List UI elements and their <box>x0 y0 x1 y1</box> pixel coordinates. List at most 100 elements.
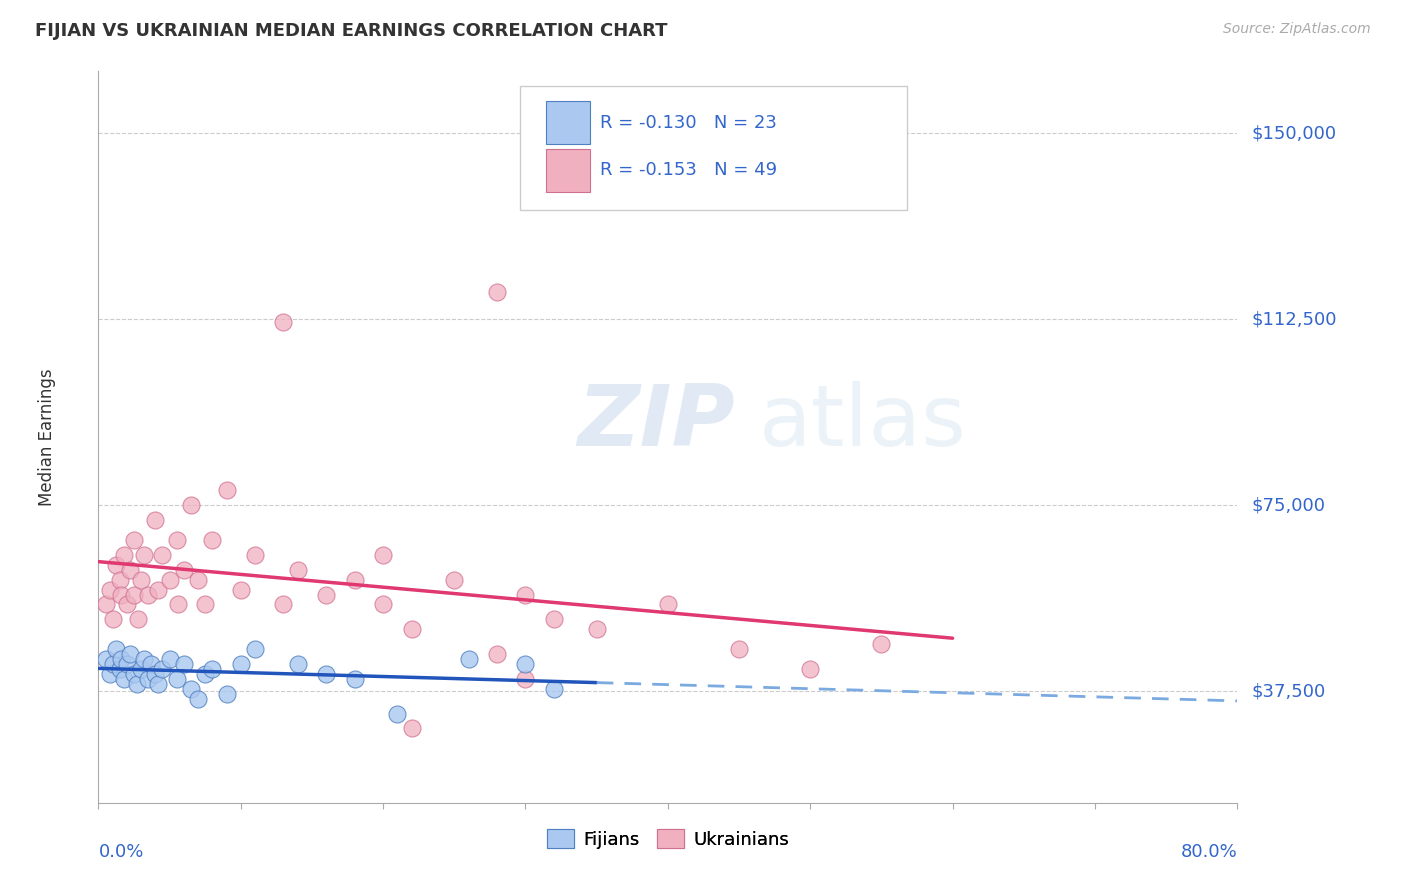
Point <box>657 598 679 612</box>
Point <box>122 533 145 547</box>
Point <box>515 657 537 671</box>
Point <box>98 582 121 597</box>
Point <box>799 662 821 676</box>
Point <box>315 666 337 681</box>
Text: $37,500: $37,500 <box>1251 682 1326 700</box>
Text: R = -0.130   N = 23: R = -0.130 N = 23 <box>599 113 776 131</box>
Text: Source: ZipAtlas.com: Source: ZipAtlas.com <box>1223 22 1371 37</box>
Point <box>287 563 309 577</box>
Point <box>401 622 423 636</box>
Point <box>145 666 167 681</box>
Point <box>94 652 117 666</box>
Point <box>287 657 309 671</box>
Point <box>104 642 127 657</box>
Text: 80.0%: 80.0% <box>1181 843 1237 861</box>
Point <box>273 598 295 612</box>
Point <box>315 588 337 602</box>
Point <box>115 657 138 671</box>
Point <box>108 662 131 676</box>
FancyBboxPatch shape <box>520 86 907 211</box>
Point <box>343 672 366 686</box>
Point <box>166 533 188 547</box>
Point <box>201 533 224 547</box>
Point <box>129 662 152 676</box>
Point <box>387 706 409 721</box>
Text: R = -0.153   N = 49: R = -0.153 N = 49 <box>599 161 776 179</box>
Point <box>115 598 138 612</box>
Point <box>187 573 209 587</box>
Text: 0.0%: 0.0% <box>98 843 143 861</box>
Point <box>486 285 509 299</box>
Point <box>515 672 537 686</box>
Text: $150,000: $150,000 <box>1251 124 1336 143</box>
Point <box>167 598 190 612</box>
Point <box>122 666 145 681</box>
Text: ZIP: ZIP <box>576 381 734 464</box>
Point <box>180 681 202 696</box>
Point <box>132 652 155 666</box>
Point <box>125 677 148 691</box>
Text: atlas: atlas <box>759 381 967 464</box>
Point <box>118 647 141 661</box>
Point <box>118 563 141 577</box>
Point <box>229 582 252 597</box>
Point <box>127 612 149 626</box>
Text: FIJIAN VS UKRAINIAN MEDIAN EARNINGS CORRELATION CHART: FIJIAN VS UKRAINIAN MEDIAN EARNINGS CORR… <box>35 22 668 40</box>
Point <box>201 662 224 676</box>
Point <box>152 548 174 562</box>
Point <box>194 666 217 681</box>
Text: Median Earnings: Median Earnings <box>38 368 56 506</box>
Point <box>215 483 238 498</box>
Point <box>166 672 188 686</box>
Point <box>132 548 155 562</box>
Point <box>159 652 181 666</box>
Point <box>187 691 209 706</box>
Point <box>152 662 174 676</box>
Point <box>457 652 479 666</box>
Point <box>159 573 181 587</box>
Point <box>129 573 152 587</box>
Point <box>101 612 124 626</box>
Point <box>343 573 366 587</box>
Point <box>373 598 395 612</box>
Point <box>180 498 202 512</box>
FancyBboxPatch shape <box>546 101 591 145</box>
Point <box>373 548 395 562</box>
Point <box>94 598 117 612</box>
Point <box>585 622 607 636</box>
Point <box>112 672 135 686</box>
Point <box>728 642 751 657</box>
Point <box>122 588 145 602</box>
Point <box>173 563 195 577</box>
Point <box>443 573 465 587</box>
Point <box>136 672 159 686</box>
FancyBboxPatch shape <box>546 149 591 192</box>
Point <box>515 588 537 602</box>
Point <box>108 573 131 587</box>
Point <box>98 666 121 681</box>
Point <box>543 681 565 696</box>
Point <box>243 548 266 562</box>
Point <box>148 677 170 691</box>
Point <box>173 657 195 671</box>
Point <box>215 687 238 701</box>
Point <box>194 598 217 612</box>
Text: $112,500: $112,500 <box>1251 310 1337 328</box>
Point <box>139 657 162 671</box>
Point <box>870 637 893 651</box>
Point <box>543 612 565 626</box>
Point <box>112 548 135 562</box>
Point <box>273 315 295 329</box>
Point <box>243 642 266 657</box>
Point <box>229 657 252 671</box>
Point <box>486 647 509 661</box>
Point <box>136 588 159 602</box>
Point <box>110 588 132 602</box>
Point <box>101 657 124 671</box>
Point <box>104 558 127 572</box>
Point <box>401 722 423 736</box>
Legend: Fijians, Ukrainians: Fijians, Ukrainians <box>540 822 796 856</box>
Text: $75,000: $75,000 <box>1251 496 1326 515</box>
Point <box>145 513 167 527</box>
Point <box>110 652 132 666</box>
